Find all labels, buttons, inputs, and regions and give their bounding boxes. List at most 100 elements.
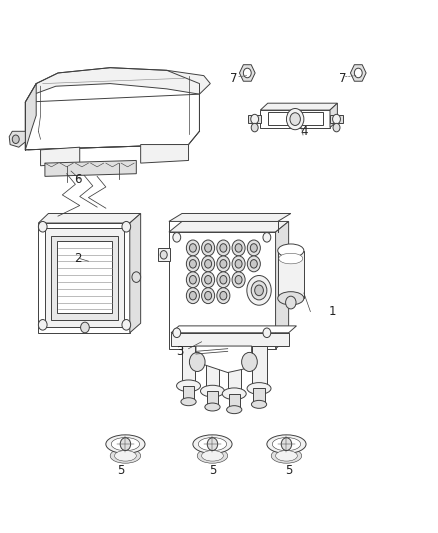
Polygon shape	[330, 103, 337, 127]
Circle shape	[160, 251, 167, 259]
Polygon shape	[196, 346, 252, 373]
Circle shape	[251, 244, 257, 252]
Ellipse shape	[193, 435, 232, 454]
Circle shape	[201, 272, 215, 288]
Circle shape	[235, 276, 242, 284]
Ellipse shape	[247, 383, 271, 394]
Ellipse shape	[110, 448, 141, 463]
Ellipse shape	[226, 406, 242, 414]
Polygon shape	[169, 221, 289, 232]
Ellipse shape	[279, 253, 303, 264]
Polygon shape	[330, 115, 343, 123]
Circle shape	[242, 352, 257, 372]
Circle shape	[186, 256, 199, 272]
Polygon shape	[253, 389, 265, 405]
Polygon shape	[260, 103, 337, 110]
Circle shape	[235, 244, 242, 252]
Circle shape	[173, 328, 181, 337]
Text: 5: 5	[285, 464, 292, 477]
Polygon shape	[182, 346, 195, 386]
Circle shape	[220, 276, 227, 284]
Circle shape	[244, 68, 251, 78]
Polygon shape	[39, 223, 130, 333]
Circle shape	[201, 240, 215, 256]
Text: 7: 7	[339, 72, 347, 85]
Polygon shape	[171, 326, 297, 333]
Polygon shape	[207, 391, 218, 407]
Ellipse shape	[198, 438, 226, 451]
Circle shape	[251, 114, 258, 124]
Circle shape	[333, 123, 340, 132]
Polygon shape	[45, 160, 136, 176]
Circle shape	[189, 352, 205, 372]
Text: 1: 1	[328, 305, 336, 318]
Circle shape	[201, 256, 215, 272]
Polygon shape	[252, 346, 267, 389]
Ellipse shape	[272, 438, 300, 451]
Polygon shape	[25, 94, 199, 150]
Circle shape	[247, 240, 260, 256]
Polygon shape	[169, 214, 291, 221]
Circle shape	[132, 272, 141, 282]
Polygon shape	[183, 386, 194, 402]
Ellipse shape	[201, 450, 223, 461]
Polygon shape	[268, 112, 323, 125]
Polygon shape	[350, 64, 366, 81]
Circle shape	[201, 288, 215, 304]
Circle shape	[251, 123, 258, 132]
Circle shape	[189, 260, 196, 268]
Text: 4: 4	[300, 125, 307, 138]
Circle shape	[205, 276, 212, 284]
Ellipse shape	[278, 292, 304, 305]
Ellipse shape	[111, 438, 140, 451]
Ellipse shape	[251, 400, 267, 408]
Polygon shape	[57, 241, 113, 313]
Polygon shape	[244, 349, 254, 362]
Circle shape	[235, 260, 242, 268]
Circle shape	[247, 256, 260, 272]
Polygon shape	[158, 248, 170, 261]
Circle shape	[220, 244, 227, 252]
Circle shape	[247, 276, 271, 305]
Circle shape	[186, 240, 199, 256]
Polygon shape	[25, 68, 210, 102]
Polygon shape	[9, 131, 25, 147]
Circle shape	[354, 68, 362, 78]
Ellipse shape	[267, 435, 306, 454]
Circle shape	[281, 438, 292, 450]
Circle shape	[232, 256, 245, 272]
Polygon shape	[192, 349, 202, 362]
Circle shape	[217, 256, 230, 272]
Ellipse shape	[276, 450, 297, 461]
Text: 5: 5	[209, 464, 216, 477]
Polygon shape	[206, 346, 219, 391]
Polygon shape	[45, 228, 124, 327]
Polygon shape	[229, 394, 240, 410]
Circle shape	[217, 272, 230, 288]
Circle shape	[12, 135, 19, 143]
Polygon shape	[276, 221, 289, 349]
Circle shape	[205, 244, 212, 252]
Polygon shape	[169, 232, 276, 349]
Polygon shape	[240, 64, 255, 81]
Circle shape	[207, 438, 218, 450]
Circle shape	[189, 276, 196, 284]
Circle shape	[251, 281, 267, 300]
Circle shape	[220, 292, 227, 300]
Ellipse shape	[205, 403, 220, 411]
Polygon shape	[228, 346, 241, 394]
Polygon shape	[248, 115, 261, 123]
Circle shape	[186, 288, 199, 304]
Circle shape	[122, 221, 131, 232]
Circle shape	[81, 322, 89, 333]
Polygon shape	[171, 333, 289, 346]
Circle shape	[205, 260, 212, 268]
Circle shape	[332, 114, 340, 124]
Circle shape	[217, 288, 230, 304]
Circle shape	[220, 260, 227, 268]
Ellipse shape	[106, 435, 145, 454]
Circle shape	[290, 113, 300, 125]
Circle shape	[232, 272, 245, 288]
Polygon shape	[41, 147, 80, 166]
Circle shape	[217, 240, 230, 256]
